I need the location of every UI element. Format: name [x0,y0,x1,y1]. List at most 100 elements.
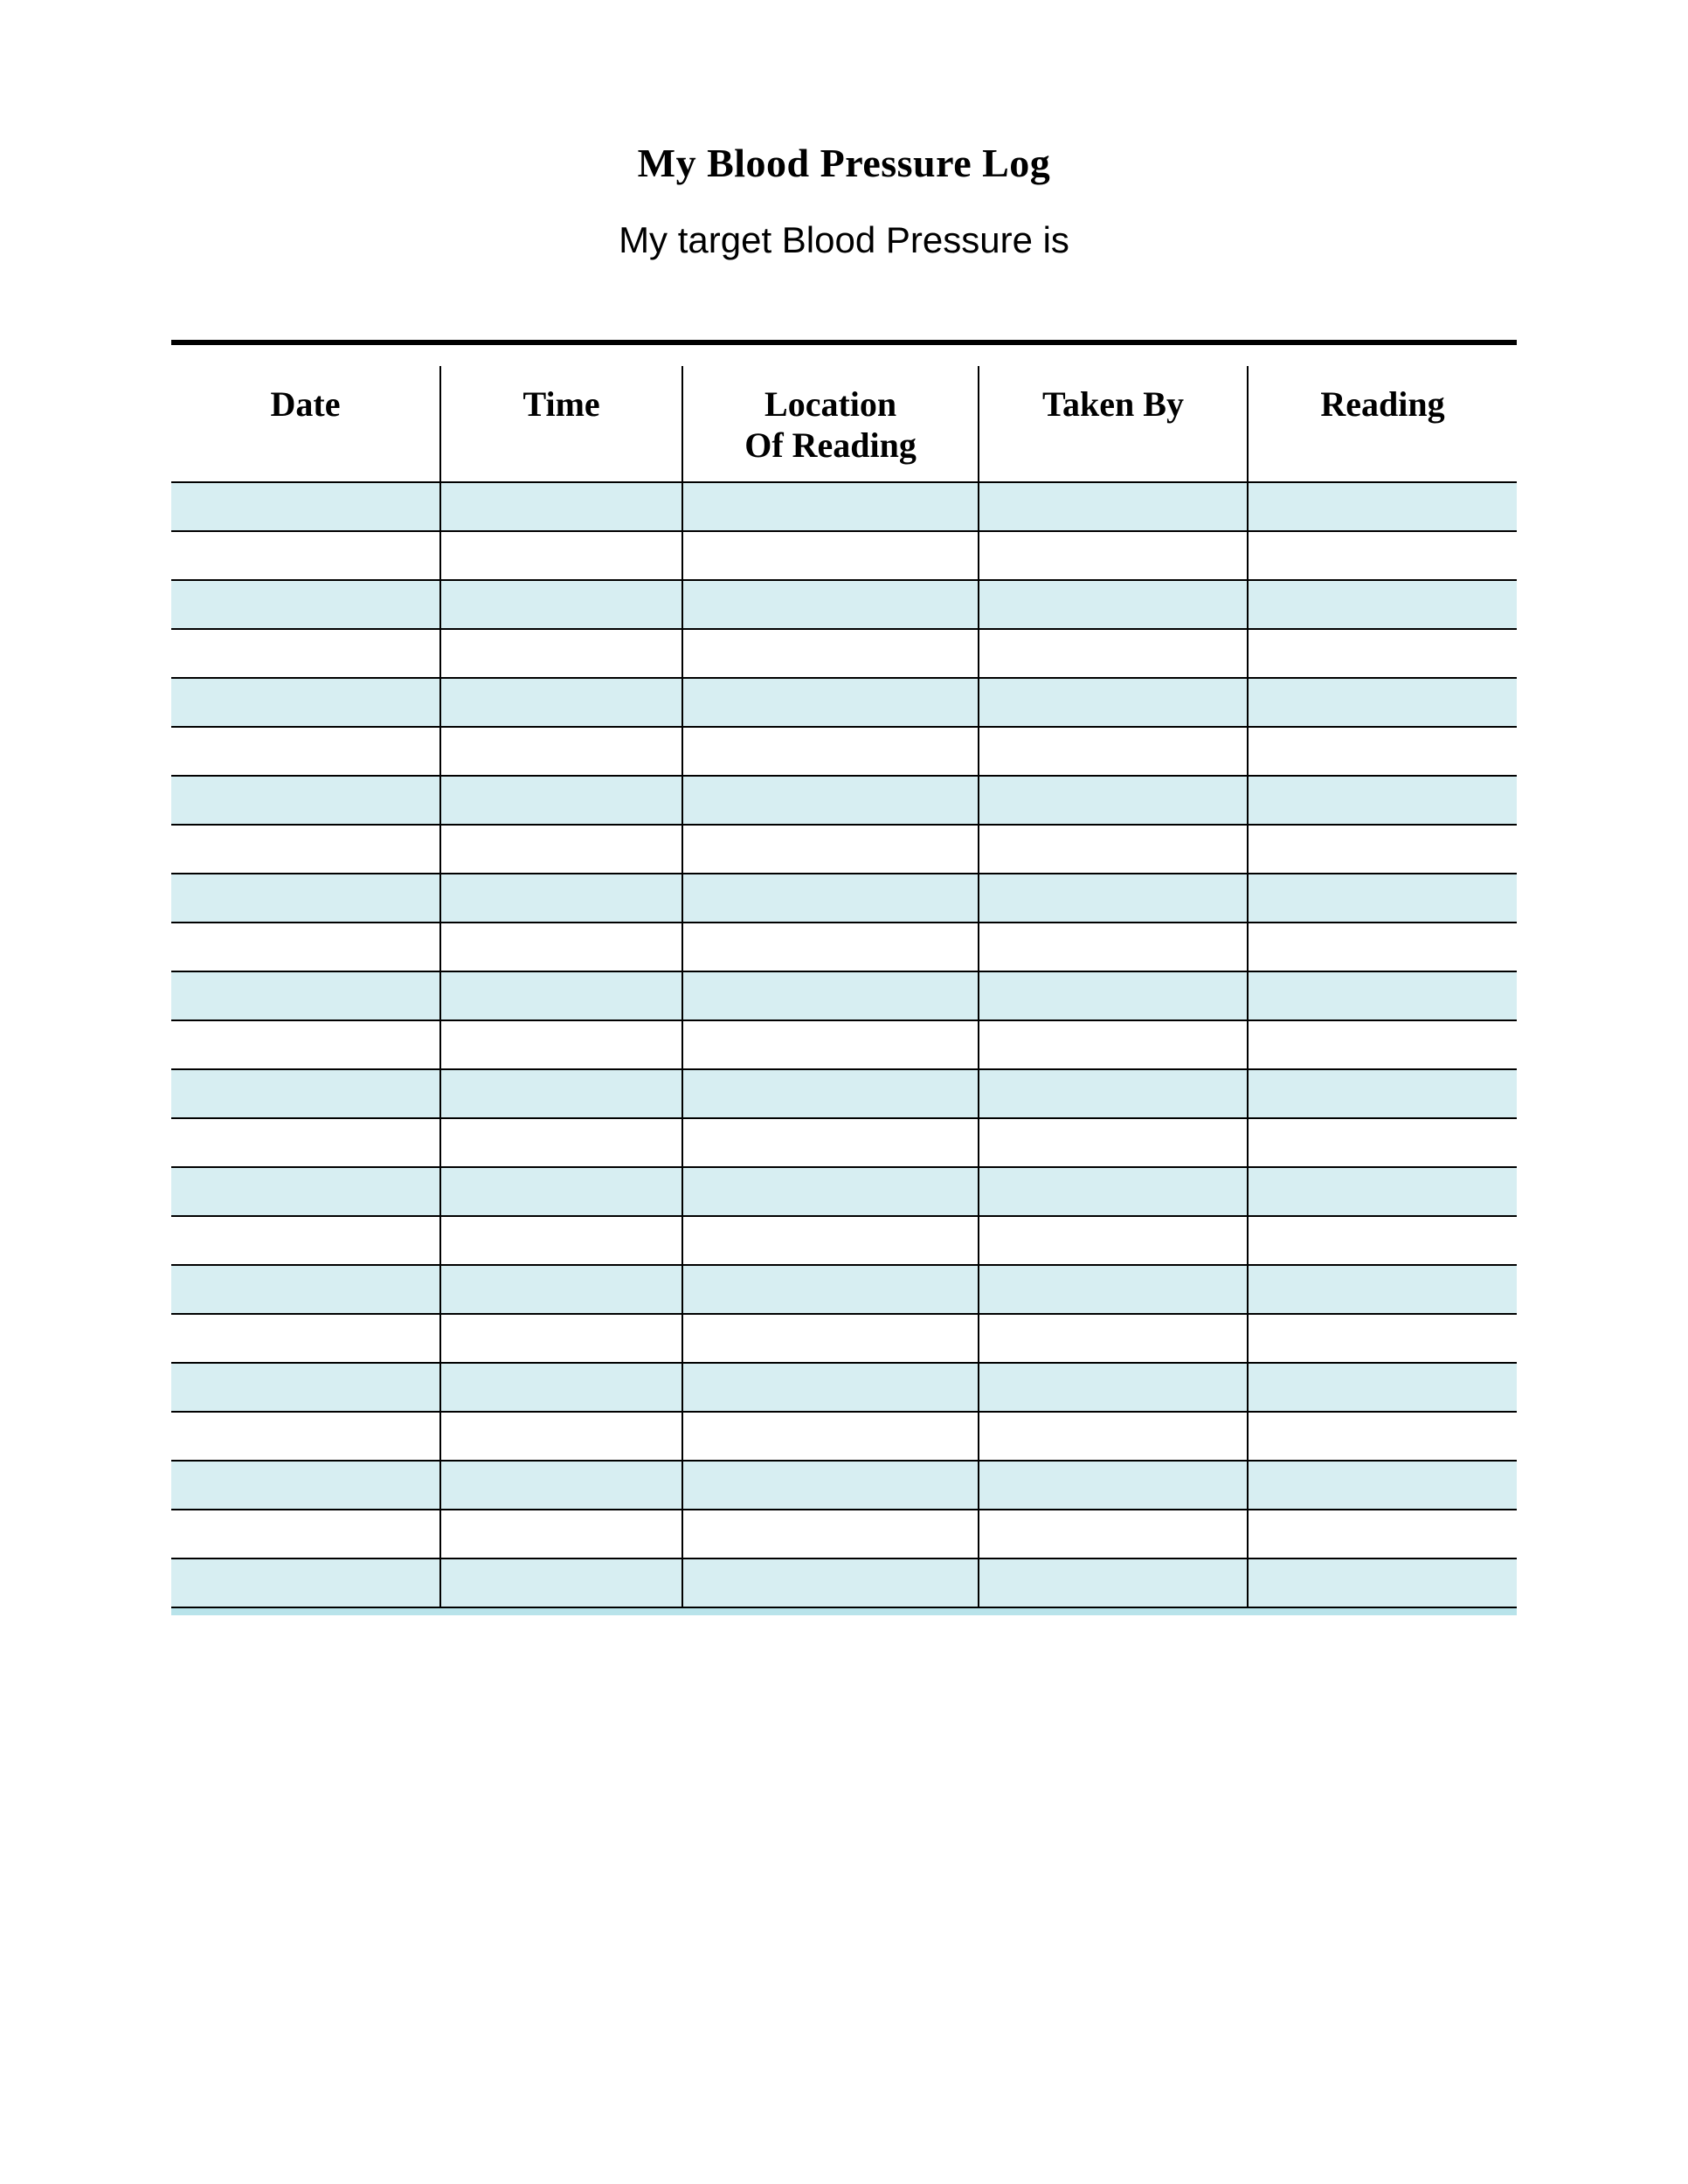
table-cell[interactable] [682,1412,979,1461]
table-cell[interactable] [440,1069,682,1118]
table-cell[interactable] [171,1412,440,1461]
table-cell[interactable] [682,1216,979,1265]
table-cell[interactable] [171,1167,440,1216]
table-cell[interactable] [979,1020,1248,1069]
table-cell[interactable] [1248,923,1517,971]
table-cell[interactable] [979,580,1248,629]
table-cell[interactable] [979,1412,1248,1461]
table-cell[interactable] [171,1559,440,1607]
table-cell[interactable] [979,1118,1248,1167]
table-cell[interactable] [682,629,979,678]
table-cell[interactable] [682,580,979,629]
table-cell[interactable] [440,1461,682,1510]
table-cell[interactable] [171,580,440,629]
table-cell[interactable] [171,727,440,776]
table-cell[interactable] [440,1314,682,1363]
table-cell[interactable] [979,1314,1248,1363]
table-cell[interactable] [1248,825,1517,874]
table-cell[interactable] [440,580,682,629]
table-cell[interactable] [171,678,440,727]
table-cell[interactable] [440,1510,682,1559]
table-cell[interactable] [1248,1510,1517,1559]
table-cell[interactable] [1248,580,1517,629]
table-cell[interactable] [440,1363,682,1412]
table-cell[interactable] [1248,1167,1517,1216]
table-cell[interactable] [171,629,440,678]
table-cell[interactable] [171,1118,440,1167]
table-cell[interactable] [682,825,979,874]
table-cell[interactable] [440,482,682,531]
table-cell[interactable] [979,1265,1248,1314]
table-cell[interactable] [171,923,440,971]
table-cell[interactable] [171,1069,440,1118]
table-cell[interactable] [682,482,979,531]
table-cell[interactable] [979,1363,1248,1412]
table-cell[interactable] [171,531,440,580]
table-cell[interactable] [979,1510,1248,1559]
table-cell[interactable] [171,1265,440,1314]
table-cell[interactable] [682,678,979,727]
table-cell[interactable] [979,727,1248,776]
table-cell[interactable] [979,1216,1248,1265]
table-cell[interactable] [440,629,682,678]
table-cell[interactable] [440,971,682,1020]
table-cell[interactable] [682,727,979,776]
table-cell[interactable] [440,825,682,874]
table-cell[interactable] [171,1020,440,1069]
table-cell[interactable] [682,1363,979,1412]
table-cell[interactable] [1248,727,1517,776]
table-cell[interactable] [979,776,1248,825]
table-cell[interactable] [171,874,440,923]
table-cell[interactable] [1248,531,1517,580]
table-cell[interactable] [440,776,682,825]
table-cell[interactable] [979,825,1248,874]
table-cell[interactable] [440,1265,682,1314]
table-cell[interactable] [171,971,440,1020]
table-cell[interactable] [682,971,979,1020]
table-cell[interactable] [1248,971,1517,1020]
table-cell[interactable] [440,1412,682,1461]
table-cell[interactable] [1248,482,1517,531]
table-cell[interactable] [682,1020,979,1069]
table-cell[interactable] [171,825,440,874]
table-cell[interactable] [979,923,1248,971]
table-cell[interactable] [682,531,979,580]
table-cell[interactable] [1248,1020,1517,1069]
table-cell[interactable] [440,1020,682,1069]
table-cell[interactable] [682,1069,979,1118]
table-cell[interactable] [440,678,682,727]
table-cell[interactable] [440,874,682,923]
table-cell[interactable] [440,727,682,776]
table-cell[interactable] [171,1510,440,1559]
table-cell[interactable] [1248,1314,1517,1363]
table-cell[interactable] [1248,1559,1517,1607]
table-cell[interactable] [440,531,682,580]
table-cell[interactable] [682,1461,979,1510]
table-cell[interactable] [1248,1118,1517,1167]
table-cell[interactable] [171,1216,440,1265]
table-cell[interactable] [1248,678,1517,727]
table-cell[interactable] [979,678,1248,727]
table-cell[interactable] [682,776,979,825]
table-cell[interactable] [979,971,1248,1020]
table-cell[interactable] [171,1461,440,1510]
table-cell[interactable] [682,1510,979,1559]
table-cell[interactable] [979,1167,1248,1216]
table-cell[interactable] [1248,1265,1517,1314]
table-cell[interactable] [440,923,682,971]
table-cell[interactable] [682,1314,979,1363]
table-cell[interactable] [1248,629,1517,678]
table-cell[interactable] [979,1069,1248,1118]
table-cell[interactable] [1248,1461,1517,1510]
table-cell[interactable] [682,1559,979,1607]
table-cell[interactable] [1248,1412,1517,1461]
table-cell[interactable] [171,1363,440,1412]
table-cell[interactable] [1248,874,1517,923]
table-cell[interactable] [171,776,440,825]
table-cell[interactable] [979,531,1248,580]
table-cell[interactable] [682,874,979,923]
table-cell[interactable] [1248,1363,1517,1412]
table-cell[interactable] [440,1118,682,1167]
table-cell[interactable] [979,629,1248,678]
table-cell[interactable] [171,1314,440,1363]
